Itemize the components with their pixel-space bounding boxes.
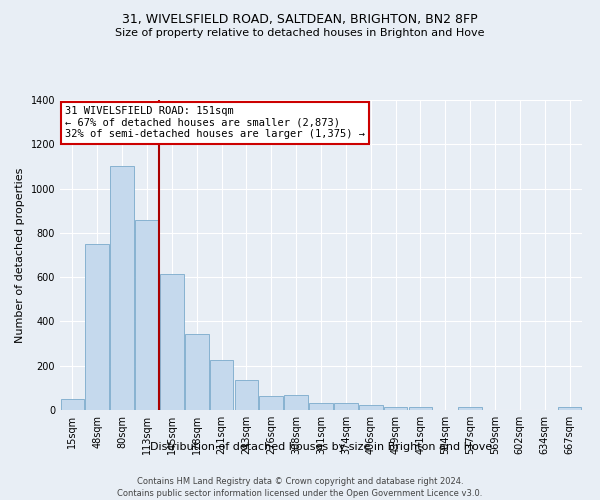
Bar	[558, 408, 581, 410]
Bar	[284, 394, 308, 410]
Bar	[61, 399, 84, 410]
Text: Contains HM Land Registry data © Crown copyright and database right 2024.: Contains HM Land Registry data © Crown c…	[137, 478, 463, 486]
Bar	[85, 244, 109, 410]
Bar	[334, 404, 358, 410]
Bar	[160, 274, 184, 410]
Bar	[210, 360, 233, 410]
Bar	[110, 166, 134, 410]
Bar	[135, 220, 159, 410]
Bar	[185, 334, 209, 410]
Bar	[259, 396, 283, 410]
Text: Size of property relative to detached houses in Brighton and Hove: Size of property relative to detached ho…	[115, 28, 485, 38]
Bar	[409, 406, 432, 410]
Bar	[359, 405, 383, 410]
Text: 31 WIVELSFIELD ROAD: 151sqm
← 67% of detached houses are smaller (2,873)
32% of : 31 WIVELSFIELD ROAD: 151sqm ← 67% of det…	[65, 106, 365, 140]
Text: Distribution of detached houses by size in Brighton and Hove: Distribution of detached houses by size …	[150, 442, 492, 452]
Bar	[384, 408, 407, 410]
Y-axis label: Number of detached properties: Number of detached properties	[15, 168, 25, 342]
Text: Contains public sector information licensed under the Open Government Licence v3: Contains public sector information licen…	[118, 489, 482, 498]
Bar	[309, 404, 333, 410]
Text: 31, WIVELSFIELD ROAD, SALTDEAN, BRIGHTON, BN2 8FP: 31, WIVELSFIELD ROAD, SALTDEAN, BRIGHTON…	[122, 12, 478, 26]
Bar	[235, 380, 258, 410]
Bar	[458, 408, 482, 410]
